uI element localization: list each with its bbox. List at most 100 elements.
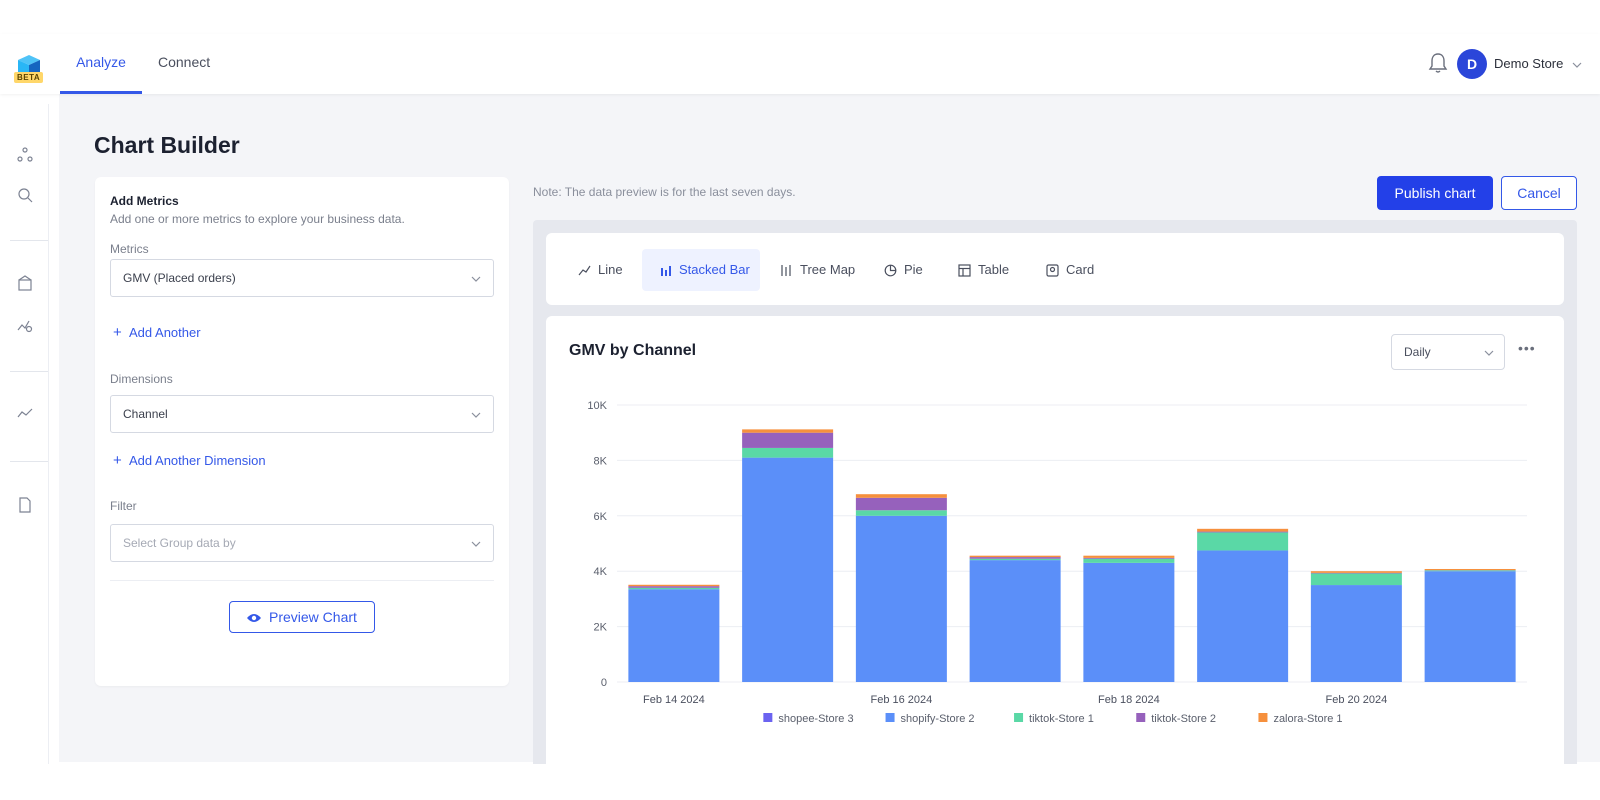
filter-label: Filter: [110, 499, 137, 513]
bar-segment: [1197, 528, 1289, 532]
chart-type-line-label: Line: [598, 262, 623, 277]
bell-icon[interactable]: [1428, 52, 1448, 74]
bar-segment: [969, 558, 1061, 561]
sidebar-search-insights-icon[interactable]: [16, 186, 34, 204]
legend-label: zalora-Store 1: [1273, 713, 1342, 725]
sidebar-store-icon[interactable]: [16, 274, 34, 292]
y-tick-label: 0: [601, 677, 607, 689]
sidebar-divider: [10, 461, 48, 462]
bar-segment: [742, 429, 834, 433]
chart-type-card-label: Card: [1066, 262, 1095, 277]
chart-type-tree-map-label: Tree Map: [800, 262, 856, 277]
bar-segment: [969, 560, 1061, 682]
legend-label: shopee-Store 3: [778, 713, 853, 725]
chart-card: GMV by Channel Daily ••• 0 2K 4K 6K 8K 10K Feb…: [546, 316, 1564, 764]
legend-label: tiktok-Store 2: [1151, 713, 1216, 725]
add-another-dimension-link[interactable]: + Add Another Dimension: [113, 452, 266, 469]
bar-segment: [855, 515, 947, 682]
dimensions-select[interactable]: Channel: [110, 395, 494, 433]
bar-segment: [742, 457, 834, 682]
sidebar-analytics-icon[interactable]: [16, 316, 34, 334]
tab-connect[interactable]: Connect: [158, 34, 210, 94]
preview-chart-label: Preview Chart: [269, 609, 357, 625]
metrics-panel: Add Metrics Add one or more metrics to e…: [95, 177, 509, 686]
filter-select-placeholder: Select Group data by: [123, 536, 236, 550]
metrics-select-value: GMV (Placed orders): [123, 271, 236, 285]
sidebar-nodes-icon[interactable]: [16, 146, 34, 164]
chart-type-table[interactable]: Table: [946, 249, 1022, 291]
bar-segment: [1197, 531, 1289, 533]
table-icon: [958, 264, 971, 277]
bar-segment: [628, 584, 720, 587]
filter-select[interactable]: Select Group data by: [110, 524, 494, 562]
avatar[interactable]: D: [1457, 49, 1487, 79]
y-tick-label: 4K: [594, 566, 608, 578]
bar-segment: [855, 497, 947, 511]
plus-icon: +: [113, 452, 122, 469]
bar-segment: [1083, 555, 1175, 558]
beta-badge: BETA: [14, 72, 44, 83]
chart-type-line[interactable]: Line: [566, 249, 640, 291]
stacked-bar-chart: 0 2K 4K 6K 8K 10K Feb 14 2024 Feb 16 2024 Feb 18…: [587, 400, 1527, 725]
bar-segment: [628, 589, 720, 682]
chart-type-table-label: Table: [978, 262, 1010, 277]
bar-segment: [1083, 562, 1175, 682]
bar-segment: [1310, 571, 1402, 573]
legend-swatch: [1136, 713, 1146, 722]
granularity-select-value: Daily: [1404, 345, 1431, 359]
metrics-select[interactable]: GMV (Placed orders): [110, 259, 494, 297]
chart-type-pie-label: Pie: [904, 262, 923, 277]
bar-segment: [1424, 571, 1516, 682]
metrics-label: Metrics: [110, 242, 149, 256]
bar-segment: [1310, 585, 1402, 682]
chart-type-pie[interactable]: Pie: [872, 249, 936, 291]
chart-type-stacked-bar-label: Stacked Bar: [679, 262, 750, 277]
y-tick-label: 10K: [587, 400, 607, 412]
bar-segment: [1083, 557, 1175, 559]
tree-map-icon: [781, 265, 791, 276]
add-another-metric-link[interactable]: + Add Another: [113, 324, 201, 341]
y-tick-label: 2K: [594, 622, 608, 634]
add-metrics-subheading: Add one or more metrics to explore your …: [110, 212, 405, 226]
dimensions-select-value: Channel: [123, 407, 168, 421]
sidebar-document-icon[interactable]: [16, 496, 34, 514]
y-tick-label: 6K: [594, 511, 608, 523]
line-chart-icon: [578, 265, 591, 276]
bar-segment: [1197, 532, 1289, 551]
chart-type-stacked-bar[interactable]: Stacked Bar: [642, 249, 760, 291]
bar-segment: [1424, 568, 1516, 571]
tab-connect-label: Connect: [158, 54, 211, 70]
chart-type-card[interactable]: Card: [1034, 249, 1106, 291]
chart-type-tree-map[interactable]: Tree Map: [768, 249, 864, 291]
store-name[interactable]: Demo Store: [1494, 56, 1564, 71]
tab-analyze[interactable]: Analyze: [60, 34, 142, 94]
chevron-down-icon[interactable]: [1572, 60, 1582, 70]
bar-segment: [628, 587, 720, 590]
add-metrics-heading: Add Metrics: [110, 194, 179, 208]
chart-title: GMV by Channel: [569, 342, 697, 359]
preview-chart-button[interactable]: Preview Chart: [229, 601, 375, 633]
chart-type-selector: Line Stacked Bar Tree Map Pie Table Card: [546, 233, 1564, 305]
bar-segment: [969, 555, 1061, 558]
dimensions-label: Dimensions: [110, 372, 173, 386]
legend-swatch: [1258, 713, 1268, 722]
x-tick-label: Feb 16 2024: [870, 694, 932, 706]
bar-segment: [628, 586, 720, 588]
sidebar-trend-icon[interactable]: [16, 404, 34, 422]
top-bar: BETA Analyze Connect D Demo Store: [0, 34, 1600, 94]
eye-icon: [247, 614, 261, 622]
x-tick-label: Feb 18 2024: [1098, 694, 1160, 706]
chevron-down-icon: [1484, 350, 1494, 356]
more-options-icon[interactable]: •••: [1518, 340, 1536, 356]
granularity-select[interactable]: Daily: [1391, 334, 1505, 370]
bar-segment: [969, 557, 1061, 559]
bar-chart-icon: [661, 266, 671, 276]
sidebar-divider: [10, 371, 48, 372]
publish-chart-button[interactable]: Publish chart: [1377, 176, 1493, 210]
plus-icon: +: [113, 324, 122, 341]
sidebar: [0, 104, 49, 764]
page-title: Chart Builder: [94, 132, 240, 158]
x-tick-label: Feb 14 2024: [643, 694, 705, 706]
cancel-button[interactable]: Cancel: [1501, 176, 1577, 210]
chevron-down-icon: [471, 541, 481, 547]
